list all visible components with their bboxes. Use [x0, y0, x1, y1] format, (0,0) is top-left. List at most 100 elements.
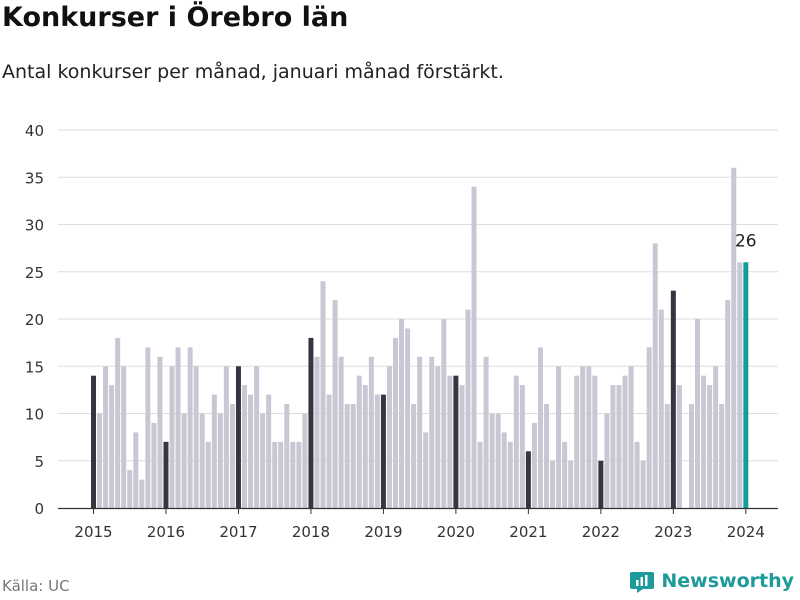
bar [634, 441, 640, 508]
bar [610, 385, 616, 508]
bar [556, 366, 562, 508]
bar [290, 441, 296, 508]
bar [616, 385, 622, 508]
bar [676, 385, 682, 508]
bar [580, 366, 586, 508]
bar [435, 366, 441, 508]
bar [592, 375, 598, 508]
bar [229, 404, 235, 508]
bar [211, 394, 217, 508]
bar [725, 300, 731, 508]
bar [537, 347, 543, 508]
bar [447, 375, 453, 508]
bar [737, 262, 743, 508]
bar [429, 356, 435, 508]
bar [423, 432, 429, 508]
bar [495, 413, 501, 508]
bar [187, 347, 193, 508]
bar [646, 347, 652, 508]
bar [399, 319, 405, 508]
bar [586, 366, 592, 508]
bar [296, 441, 302, 508]
bar [169, 366, 175, 508]
bar [519, 385, 525, 508]
bar-january [308, 337, 314, 508]
x-tick-label: 2016 [147, 523, 185, 541]
bar [531, 422, 537, 508]
bar [513, 375, 519, 508]
bar [713, 366, 719, 508]
bar [477, 441, 483, 508]
bar [695, 319, 700, 508]
y-tick-label: 10 [25, 406, 44, 424]
source-label: Källa: UC [2, 577, 70, 595]
bar [139, 479, 145, 508]
bar [562, 441, 568, 508]
bar [254, 366, 260, 508]
data-label-latest: 26 [735, 231, 757, 251]
bar [199, 413, 205, 508]
bar-january [380, 394, 386, 508]
y-tick-label: 25 [25, 264, 44, 282]
x-tick-label: 2018 [292, 523, 330, 541]
bar [175, 347, 181, 508]
bar [628, 366, 634, 508]
bar [115, 337, 121, 508]
bar-january [453, 375, 459, 508]
bar [127, 470, 133, 508]
y-tick-label: 40 [25, 122, 44, 140]
y-tick-label: 35 [25, 169, 44, 187]
bar [320, 281, 326, 508]
bar [707, 385, 713, 508]
bar [248, 394, 254, 508]
bar [338, 356, 344, 508]
bar [157, 356, 163, 508]
bar [97, 413, 103, 508]
bar [260, 413, 266, 508]
bar [223, 366, 229, 508]
bar [374, 394, 380, 508]
bar [465, 309, 471, 508]
bar-january [598, 460, 604, 508]
x-tick-label: 2017 [219, 523, 257, 541]
x-tick-label: 2021 [509, 523, 547, 541]
bar [471, 186, 477, 508]
bar [544, 404, 549, 508]
bar [731, 167, 737, 509]
bar [332, 300, 338, 508]
bar [701, 375, 707, 508]
bar [217, 413, 223, 508]
bar [242, 385, 247, 508]
bar [574, 375, 580, 508]
bar [604, 413, 610, 508]
bar [441, 319, 447, 508]
bar [489, 413, 495, 508]
bar-january [91, 375, 96, 508]
bar [568, 460, 574, 508]
y-tick-label: 5 [34, 453, 44, 471]
x-tick-label: 2015 [74, 523, 112, 541]
bar [205, 441, 211, 508]
bar [622, 375, 628, 508]
bar [350, 404, 356, 508]
bar [133, 432, 139, 508]
bar [344, 404, 350, 508]
bar [417, 356, 423, 508]
x-tick-label: 2022 [582, 523, 620, 541]
bar [326, 394, 332, 508]
bar-january [235, 366, 241, 508]
bar [314, 356, 320, 508]
bar [483, 356, 489, 508]
y-tick-label: 0 [34, 500, 44, 518]
x-tick-label: 2024 [727, 523, 765, 541]
bar [411, 404, 417, 508]
x-tick-label: 2020 [437, 523, 475, 541]
x-tick-label: 2023 [654, 523, 692, 541]
newsworthy-logo: Newsworthy [629, 568, 794, 594]
bar [272, 441, 278, 508]
bar [278, 441, 284, 508]
bar [362, 385, 368, 508]
bar [109, 385, 115, 508]
bar [145, 347, 151, 508]
